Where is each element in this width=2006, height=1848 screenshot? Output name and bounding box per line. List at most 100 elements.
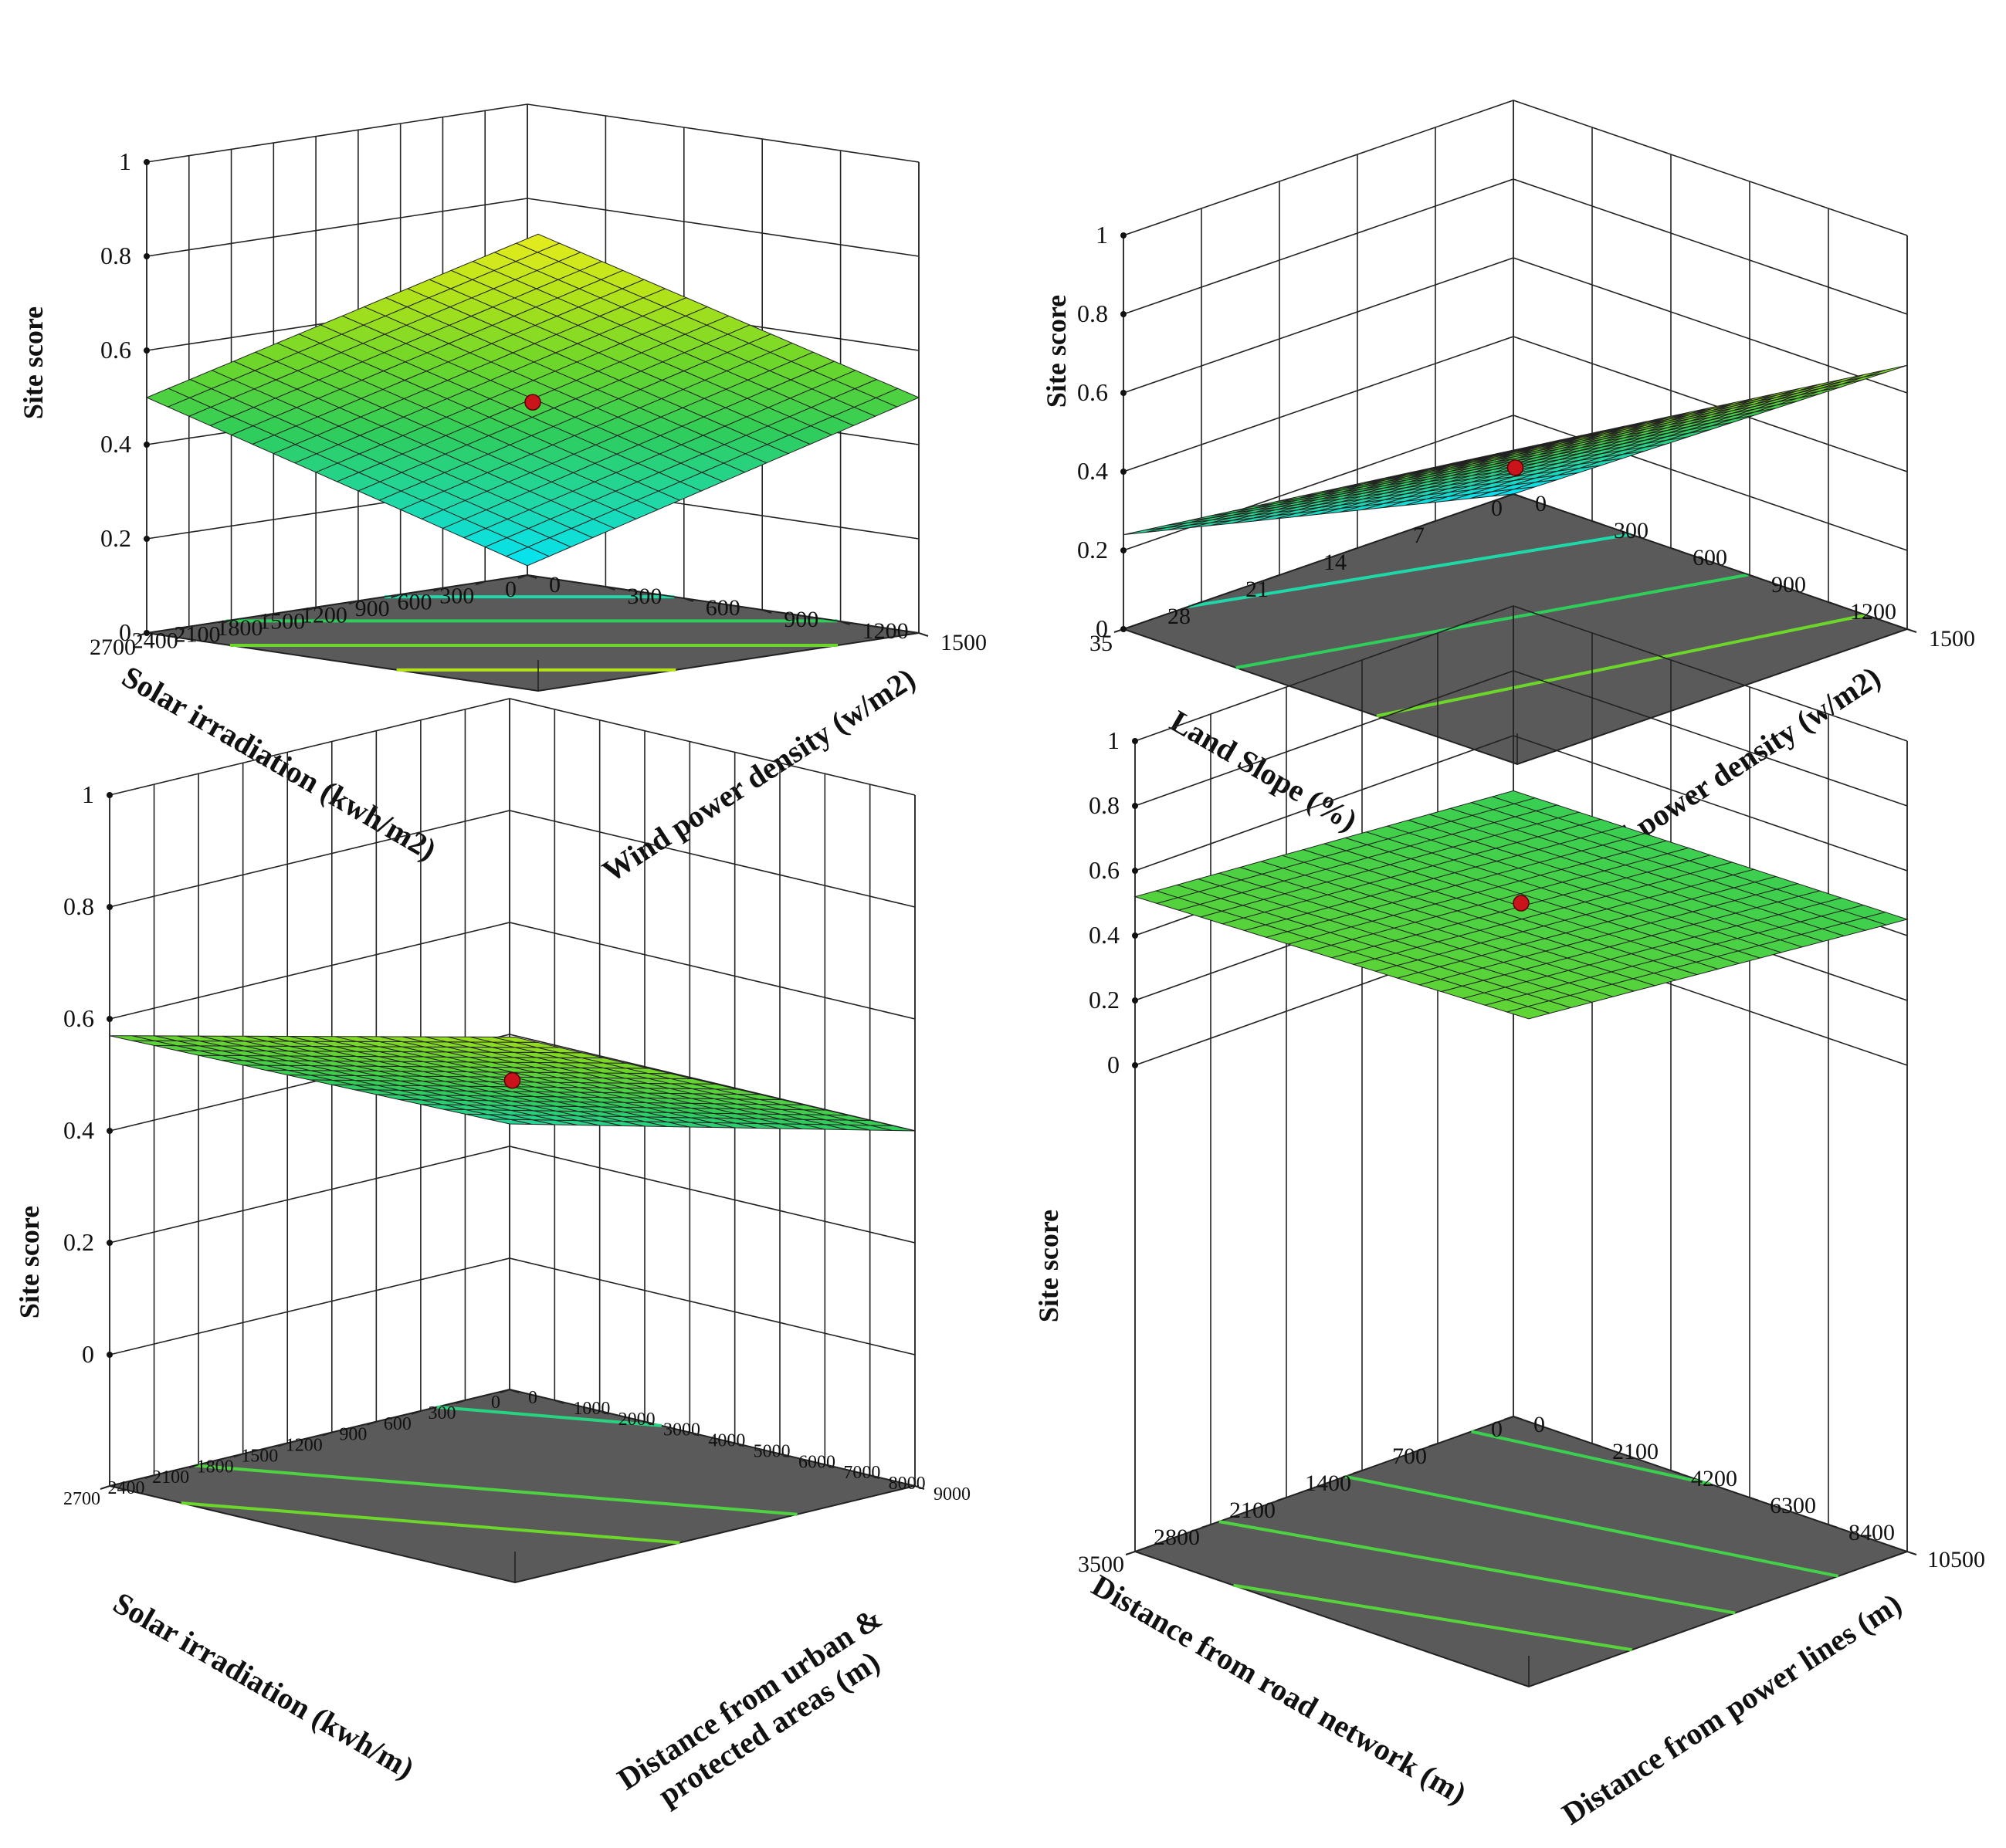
contour-line: [436, 1405, 662, 1427]
y-tick-mark: [1125, 1551, 1136, 1555]
contour-line: [1188, 533, 1632, 608]
y-tick-label: 2800: [1154, 1525, 1200, 1550]
x-tick-label: 10500: [1927, 1547, 1985, 1572]
x-tick-mark: [825, 1464, 835, 1469]
x-tick-label: 900: [1771, 572, 1806, 597]
x-tick-mark: [605, 586, 615, 591]
center-point: [1506, 459, 1524, 476]
y-tick-label: 1200: [286, 1436, 323, 1456]
grid-line: [146, 103, 920, 163]
x-tick-mark: [1906, 628, 1917, 633]
z-tick-label: 1: [82, 780, 94, 808]
center-point: [1513, 895, 1530, 912]
x-tick-mark: [1591, 520, 1602, 525]
y-tick-label: 21: [1245, 577, 1269, 602]
contour-line: [1235, 573, 1749, 669]
x-tick-mark: [1828, 601, 1838, 606]
surface-plot-urban-vs-solar: 0100020003000400050006000700080009000030…: [14, 698, 971, 1826]
z-tick-label: 0.2: [100, 524, 131, 552]
y-tick-mark: [1269, 574, 1280, 579]
y-tick-mark: [179, 625, 190, 631]
z-tick-mark: [1132, 932, 1138, 939]
z-tick-label: 0: [1107, 1051, 1120, 1078]
y-tick-mark: [1276, 1497, 1287, 1501]
z-tick-mark: [144, 536, 150, 542]
y-tick-label: 2100: [175, 621, 221, 647]
x-tick-label: 1500: [940, 630, 987, 655]
grid-line: [1134, 735, 1908, 872]
y-tick-label: 1200: [301, 602, 347, 628]
z-tick-mark: [107, 792, 113, 798]
z-tick-label: 0.8: [1089, 791, 1120, 819]
x-tick-mark: [599, 1410, 609, 1415]
surface-cell: [515, 233, 561, 253]
z-axis-label: Site score: [18, 306, 49, 419]
z-tick-label: 0.2: [63, 1228, 94, 1256]
grid-line: [1123, 100, 1908, 236]
x-tick-mark: [734, 1442, 744, 1447]
x-tick-mark: [1749, 1497, 1760, 1501]
surface-cell: [1495, 444, 1540, 455]
x-tick-mark: [1906, 1551, 1917, 1555]
x-tick-label: 5000: [754, 1441, 791, 1461]
y-tick-mark: [475, 580, 486, 586]
y-tick-mark: [264, 613, 274, 618]
z-tick-mark: [1132, 1062, 1138, 1068]
z-tick-mark: [144, 347, 150, 354]
z-tick-label: 1: [1096, 221, 1108, 249]
z-tick-label: 0: [82, 1340, 94, 1368]
y-axis-label: Solar irradiation (kwh/m): [107, 1585, 420, 1785]
y-tick-label: 2100: [1229, 1498, 1276, 1523]
y-tick-mark: [277, 1442, 288, 1447]
x-tick-mark: [683, 597, 694, 602]
x-tick-mark: [869, 1474, 879, 1480]
x-axis-label: Distance from urban &protected areas (m): [611, 1600, 906, 1826]
x-tick-mark: [527, 574, 537, 579]
z-tick-label: 0.4: [100, 430, 131, 458]
x-tick-label: 3000: [663, 1420, 700, 1440]
z-tick-label: 1: [1107, 726, 1120, 754]
y-tick-mark: [1191, 601, 1202, 606]
y-tick-label: 2100: [152, 1467, 189, 1488]
x-tick-mark: [509, 1389, 520, 1393]
grid-line: [109, 1034, 916, 1132]
x-tick-label: 0: [1535, 491, 1547, 516]
x-tick-mark: [840, 621, 850, 625]
x-tick-label: 300: [1614, 518, 1649, 543]
x-tick-mark: [918, 632, 929, 637]
contour-line: [1344, 1474, 1839, 1578]
y-tick-label: 1800: [216, 615, 263, 641]
grid-line: [1123, 178, 1908, 315]
x-tick-label: 0: [528, 1388, 537, 1408]
y-tick-label: 3500: [1078, 1552, 1124, 1577]
x-tick-label: 6000: [798, 1452, 835, 1472]
y-tick-mark: [1352, 1470, 1363, 1474]
y-axis-label: Land Slope (%): [1164, 703, 1363, 838]
grid-line: [1123, 415, 1908, 551]
y-tick-mark: [188, 1464, 199, 1469]
y-tick-mark: [1201, 1524, 1211, 1528]
x-tick-label: 8400: [1848, 1520, 1895, 1545]
y-tick-label: 0: [491, 1393, 500, 1413]
surface-mesh: [1123, 364, 1908, 536]
y-tick-mark: [144, 1474, 154, 1480]
grid-line: [1134, 605, 1908, 742]
y-tick-mark: [348, 600, 359, 605]
x-tick-label: 1200: [862, 618, 909, 644]
x-tick-label: 4200: [1691, 1466, 1737, 1491]
x-tick-label: 4000: [708, 1431, 745, 1451]
y-tick-mark: [500, 1389, 510, 1393]
surface-mesh: [145, 233, 920, 567]
x-tick-mark: [644, 1420, 655, 1426]
x-tick-mark: [1513, 1416, 1523, 1420]
y-tick-label: 2400: [108, 1478, 145, 1498]
y-tick-label: 700: [1392, 1444, 1427, 1469]
z-tick-label: 0: [1096, 614, 1108, 642]
z-tick-label: 0.6: [63, 1004, 94, 1032]
y-tick-label: 1500: [259, 609, 305, 635]
grid-line: [1123, 257, 1908, 394]
y-tick-label: 2700: [90, 635, 136, 660]
back-walls: [1123, 100, 1908, 764]
z-tick-mark: [1120, 469, 1127, 475]
